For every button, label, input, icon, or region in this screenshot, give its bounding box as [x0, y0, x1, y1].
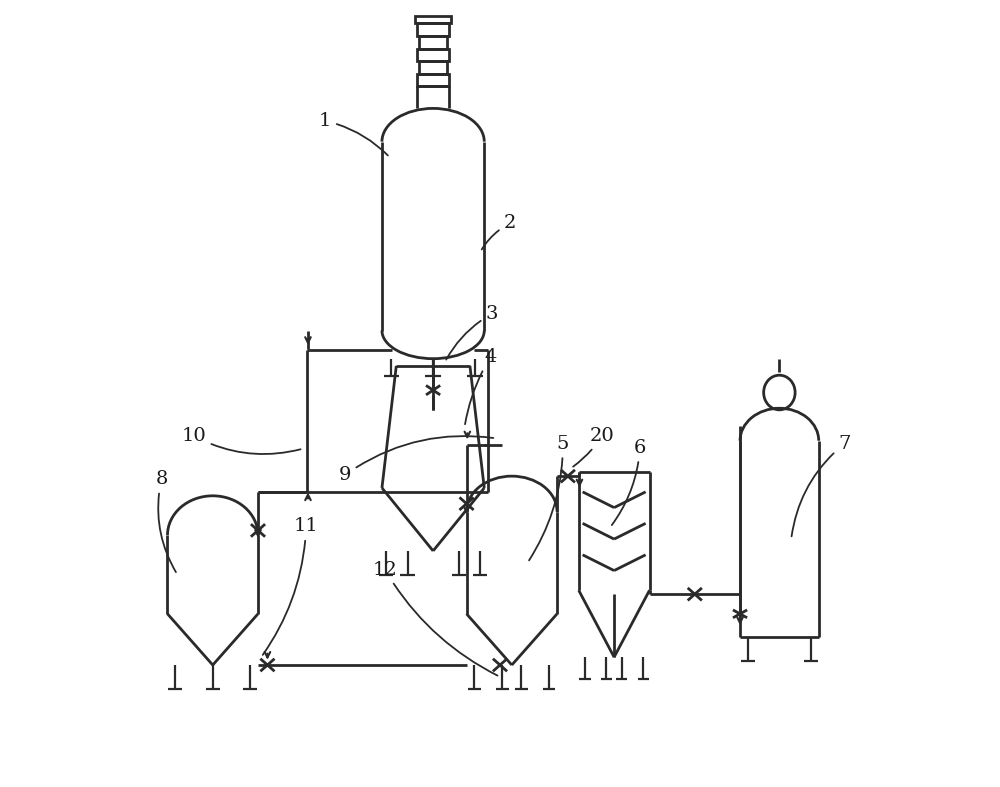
- Text: 5: 5: [529, 434, 569, 560]
- Text: 4: 4: [465, 348, 497, 424]
- Bar: [419, 36, 447, 49]
- Bar: [417, 24, 449, 36]
- Text: 10: 10: [181, 427, 301, 454]
- Bar: [417, 49, 449, 61]
- Text: 9: 9: [339, 436, 493, 484]
- Text: 2: 2: [482, 214, 516, 249]
- Text: 1: 1: [319, 112, 388, 155]
- Bar: [415, 16, 451, 24]
- Text: 12: 12: [373, 560, 498, 675]
- Text: 8: 8: [155, 470, 176, 572]
- Text: 7: 7: [792, 434, 851, 537]
- Text: 6: 6: [612, 438, 646, 525]
- Bar: [417, 74, 449, 87]
- Text: 3: 3: [446, 305, 498, 360]
- Bar: [419, 61, 447, 74]
- Text: 11: 11: [263, 517, 319, 655]
- Text: 20: 20: [573, 427, 614, 467]
